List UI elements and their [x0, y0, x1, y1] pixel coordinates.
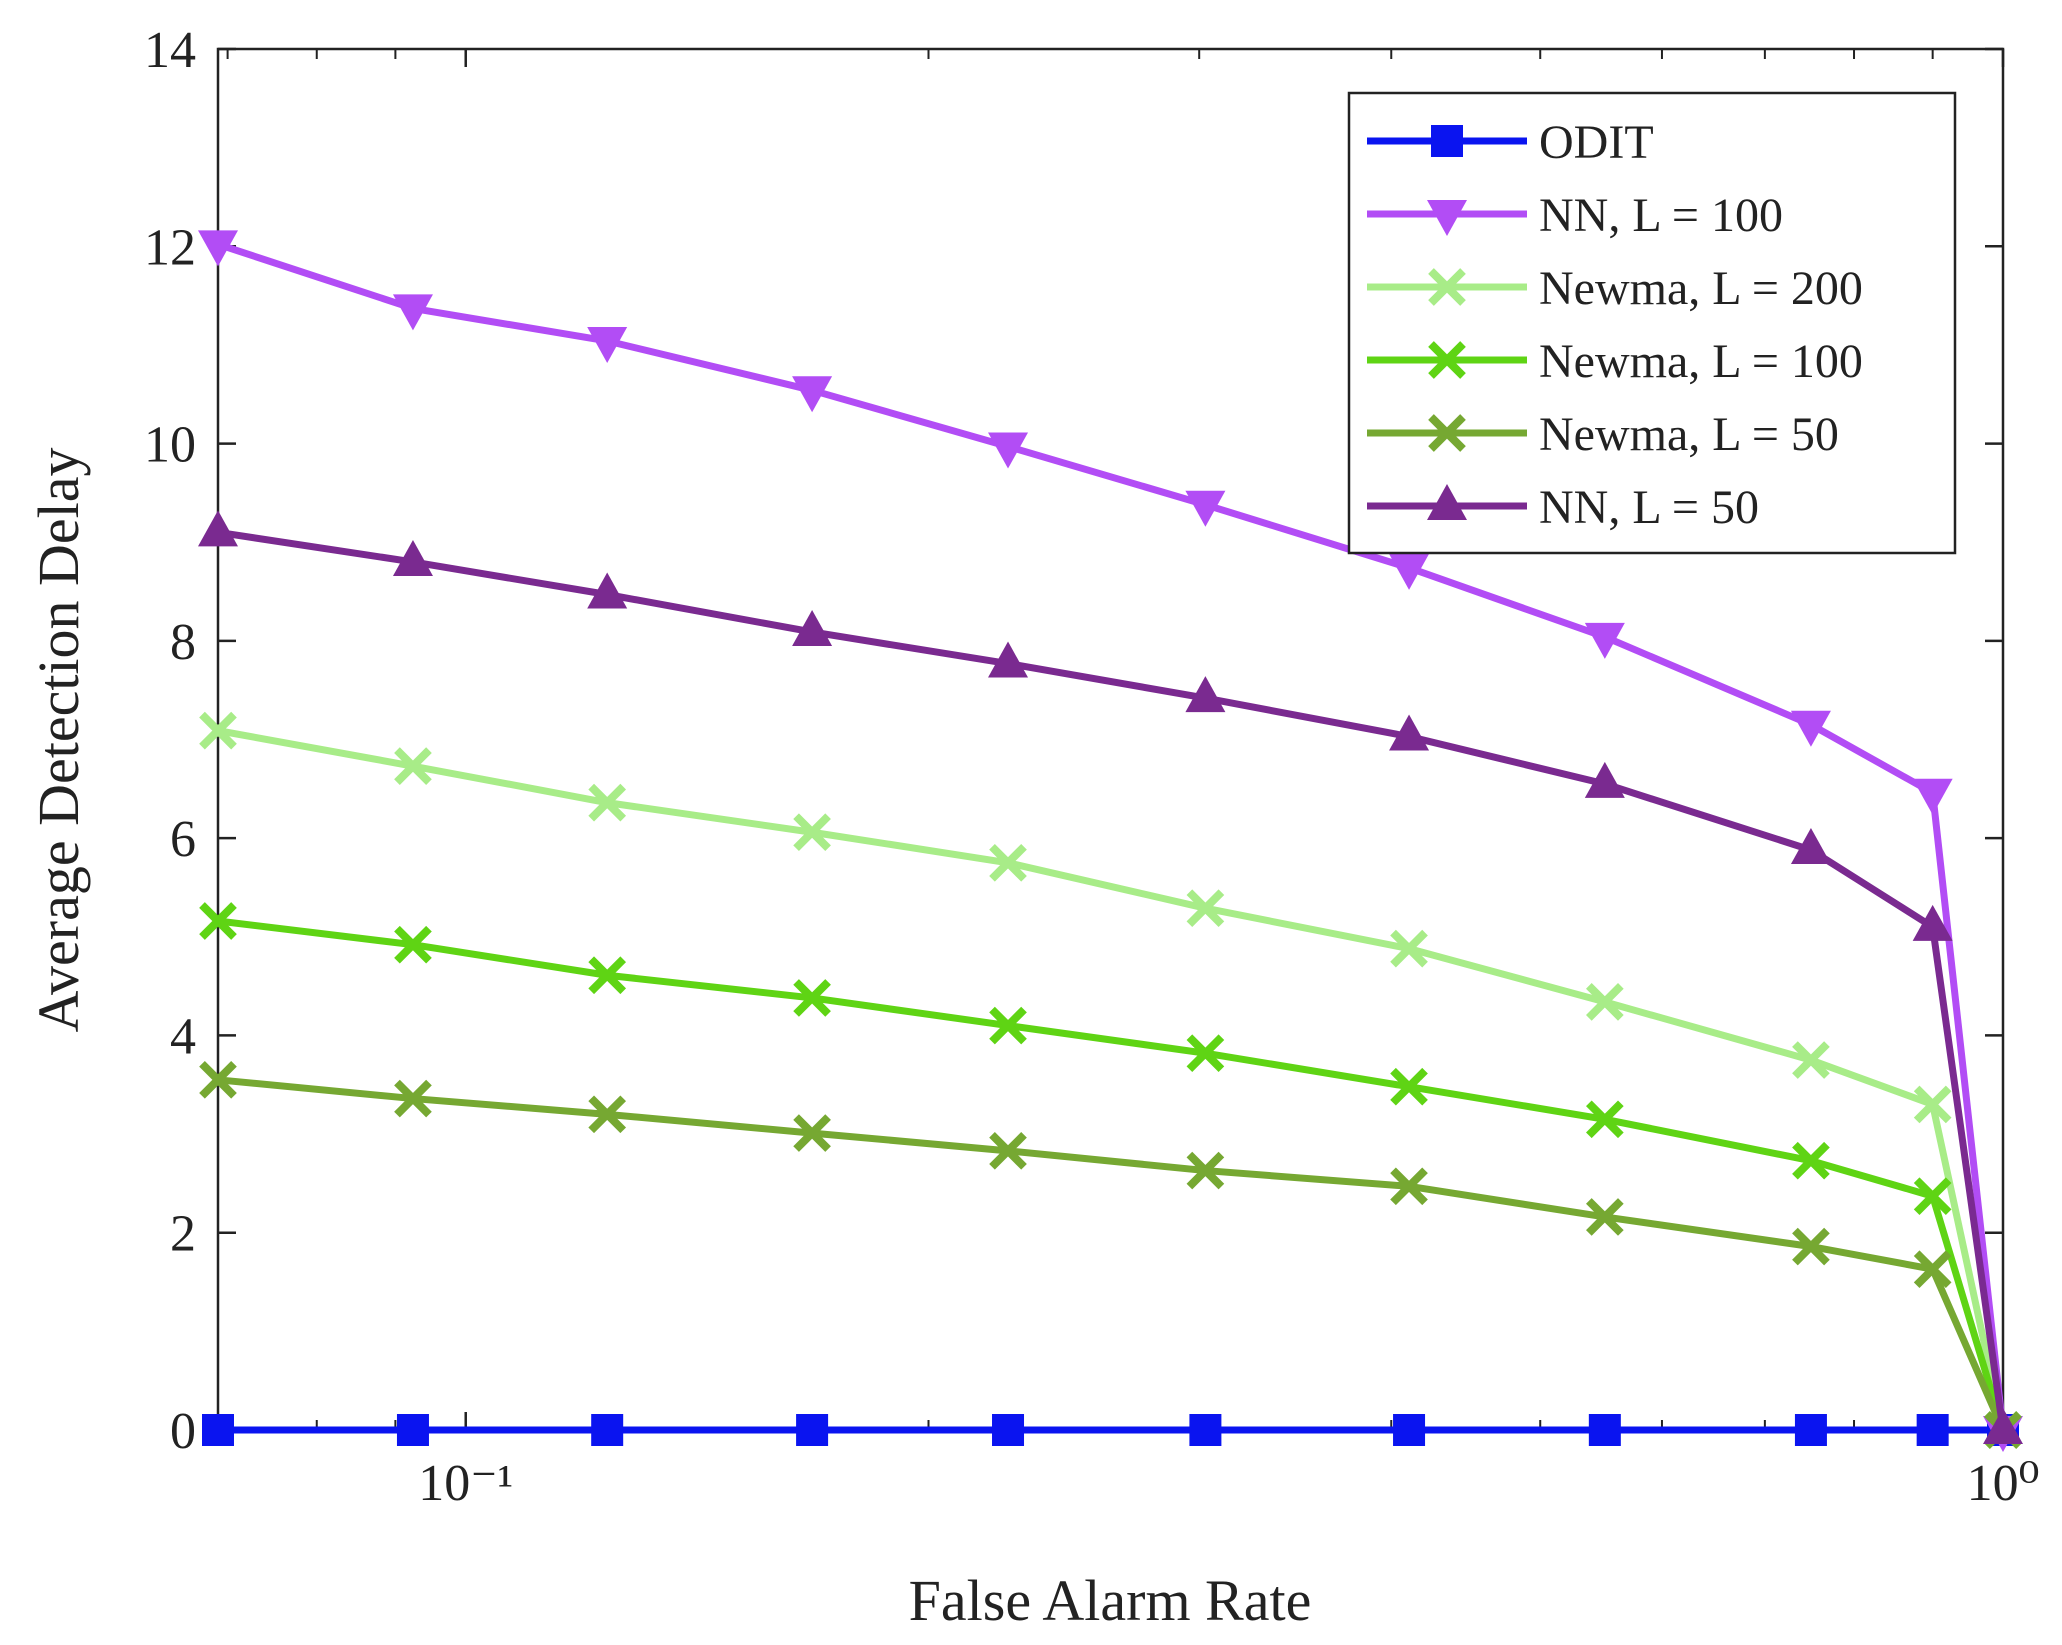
marker — [1186, 1151, 1225, 1190]
marker — [588, 1095, 627, 1134]
marker — [1792, 1141, 1830, 1180]
marker — [992, 1414, 1025, 1446]
legend-marker — [1427, 484, 1467, 520]
marker — [1185, 490, 1226, 527]
marker — [792, 609, 833, 646]
marker — [1913, 1177, 1952, 1216]
marker — [394, 747, 432, 785]
y-tick-label: 4 — [170, 1008, 196, 1065]
marker — [793, 1114, 831, 1152]
marker — [1186, 889, 1225, 928]
marker — [199, 1060, 237, 1099]
marker — [588, 783, 627, 822]
marker — [202, 1414, 234, 1446]
legend-label: Newma, L = 200 — [1539, 262, 1863, 315]
y-tick-label: 2 — [170, 1206, 196, 1263]
marker — [1189, 1414, 1222, 1446]
legend-marker — [1428, 414, 1466, 452]
marker — [1790, 827, 1831, 864]
marker — [591, 1414, 624, 1446]
marker — [1916, 1414, 1949, 1446]
marker — [1912, 904, 1953, 941]
marker — [199, 902, 237, 940]
marker — [1393, 1414, 1426, 1446]
marker — [394, 925, 432, 964]
marker — [392, 539, 433, 576]
marker — [1584, 761, 1625, 798]
series-line — [217, 528, 2007, 1431]
marker — [1390, 1067, 1428, 1106]
x-axis-label: False Alarm Rate — [909, 1568, 1312, 1633]
marker — [396, 1414, 429, 1446]
x-tick-label: 10⁻¹ — [418, 1455, 513, 1512]
legend-label: NN, L = 50 — [1539, 481, 1759, 534]
marker — [1584, 622, 1625, 659]
legend-box — [1347, 91, 1957, 555]
marker — [1389, 553, 1430, 590]
marker — [1586, 1100, 1624, 1139]
marker — [989, 1132, 1027, 1170]
series-line — [217, 1076, 2007, 1432]
marker — [394, 1079, 432, 1118]
legend-label: ODIT — [1539, 116, 1654, 169]
x-tick-label: 10⁰ — [1967, 1455, 2040, 1512]
marker — [1794, 1414, 1827, 1446]
legend-label: Newma, L = 100 — [1539, 335, 1863, 388]
y-tick-label: 14 — [144, 22, 196, 79]
marker — [792, 376, 833, 413]
marker — [587, 326, 628, 363]
marker — [989, 1006, 1027, 1045]
marker — [1913, 1250, 1952, 1289]
marker — [988, 641, 1029, 678]
series-line — [217, 727, 2007, 1431]
legend-label: NN, L = 100 — [1539, 189, 1783, 242]
legend-marker — [1428, 268, 1466, 306]
marker — [1792, 1041, 1830, 1079]
marker — [1389, 714, 1430, 751]
legend-marker — [1427, 200, 1467, 236]
marker — [199, 711, 237, 750]
marker — [1586, 983, 1624, 1021]
marker — [1390, 1167, 1428, 1206]
y-tick-label: 6 — [170, 811, 196, 868]
marker — [198, 510, 238, 547]
marker — [1913, 1085, 1952, 1124]
y-tick-label: 8 — [170, 614, 196, 671]
marker — [1185, 676, 1226, 713]
marker — [1792, 1227, 1830, 1266]
series-line — [217, 917, 2007, 1432]
marker — [1586, 1198, 1624, 1236]
legend-label: Newma, L = 50 — [1539, 408, 1839, 461]
marker — [1186, 1034, 1225, 1073]
marker — [988, 432, 1029, 469]
y-tick-label: 12 — [144, 219, 196, 276]
marker — [1912, 778, 1953, 815]
y-tick-label: 0 — [170, 1403, 196, 1460]
legend-marker — [1431, 125, 1463, 157]
marker — [1390, 929, 1428, 968]
marker — [793, 979, 831, 1017]
marker — [796, 1414, 829, 1446]
marker — [198, 230, 238, 267]
y-tick-label: 10 — [144, 417, 196, 474]
y-axis-label: Average Detection Delay — [26, 447, 91, 1032]
marker — [1588, 1414, 1621, 1446]
marker — [1983, 1408, 2023, 1444]
marker — [1790, 710, 1831, 747]
marker — [793, 813, 831, 852]
marker — [587, 572, 628, 609]
marker — [588, 956, 627, 995]
legend-marker — [1428, 341, 1466, 379]
marker — [392, 294, 433, 331]
marker — [989, 843, 1027, 882]
